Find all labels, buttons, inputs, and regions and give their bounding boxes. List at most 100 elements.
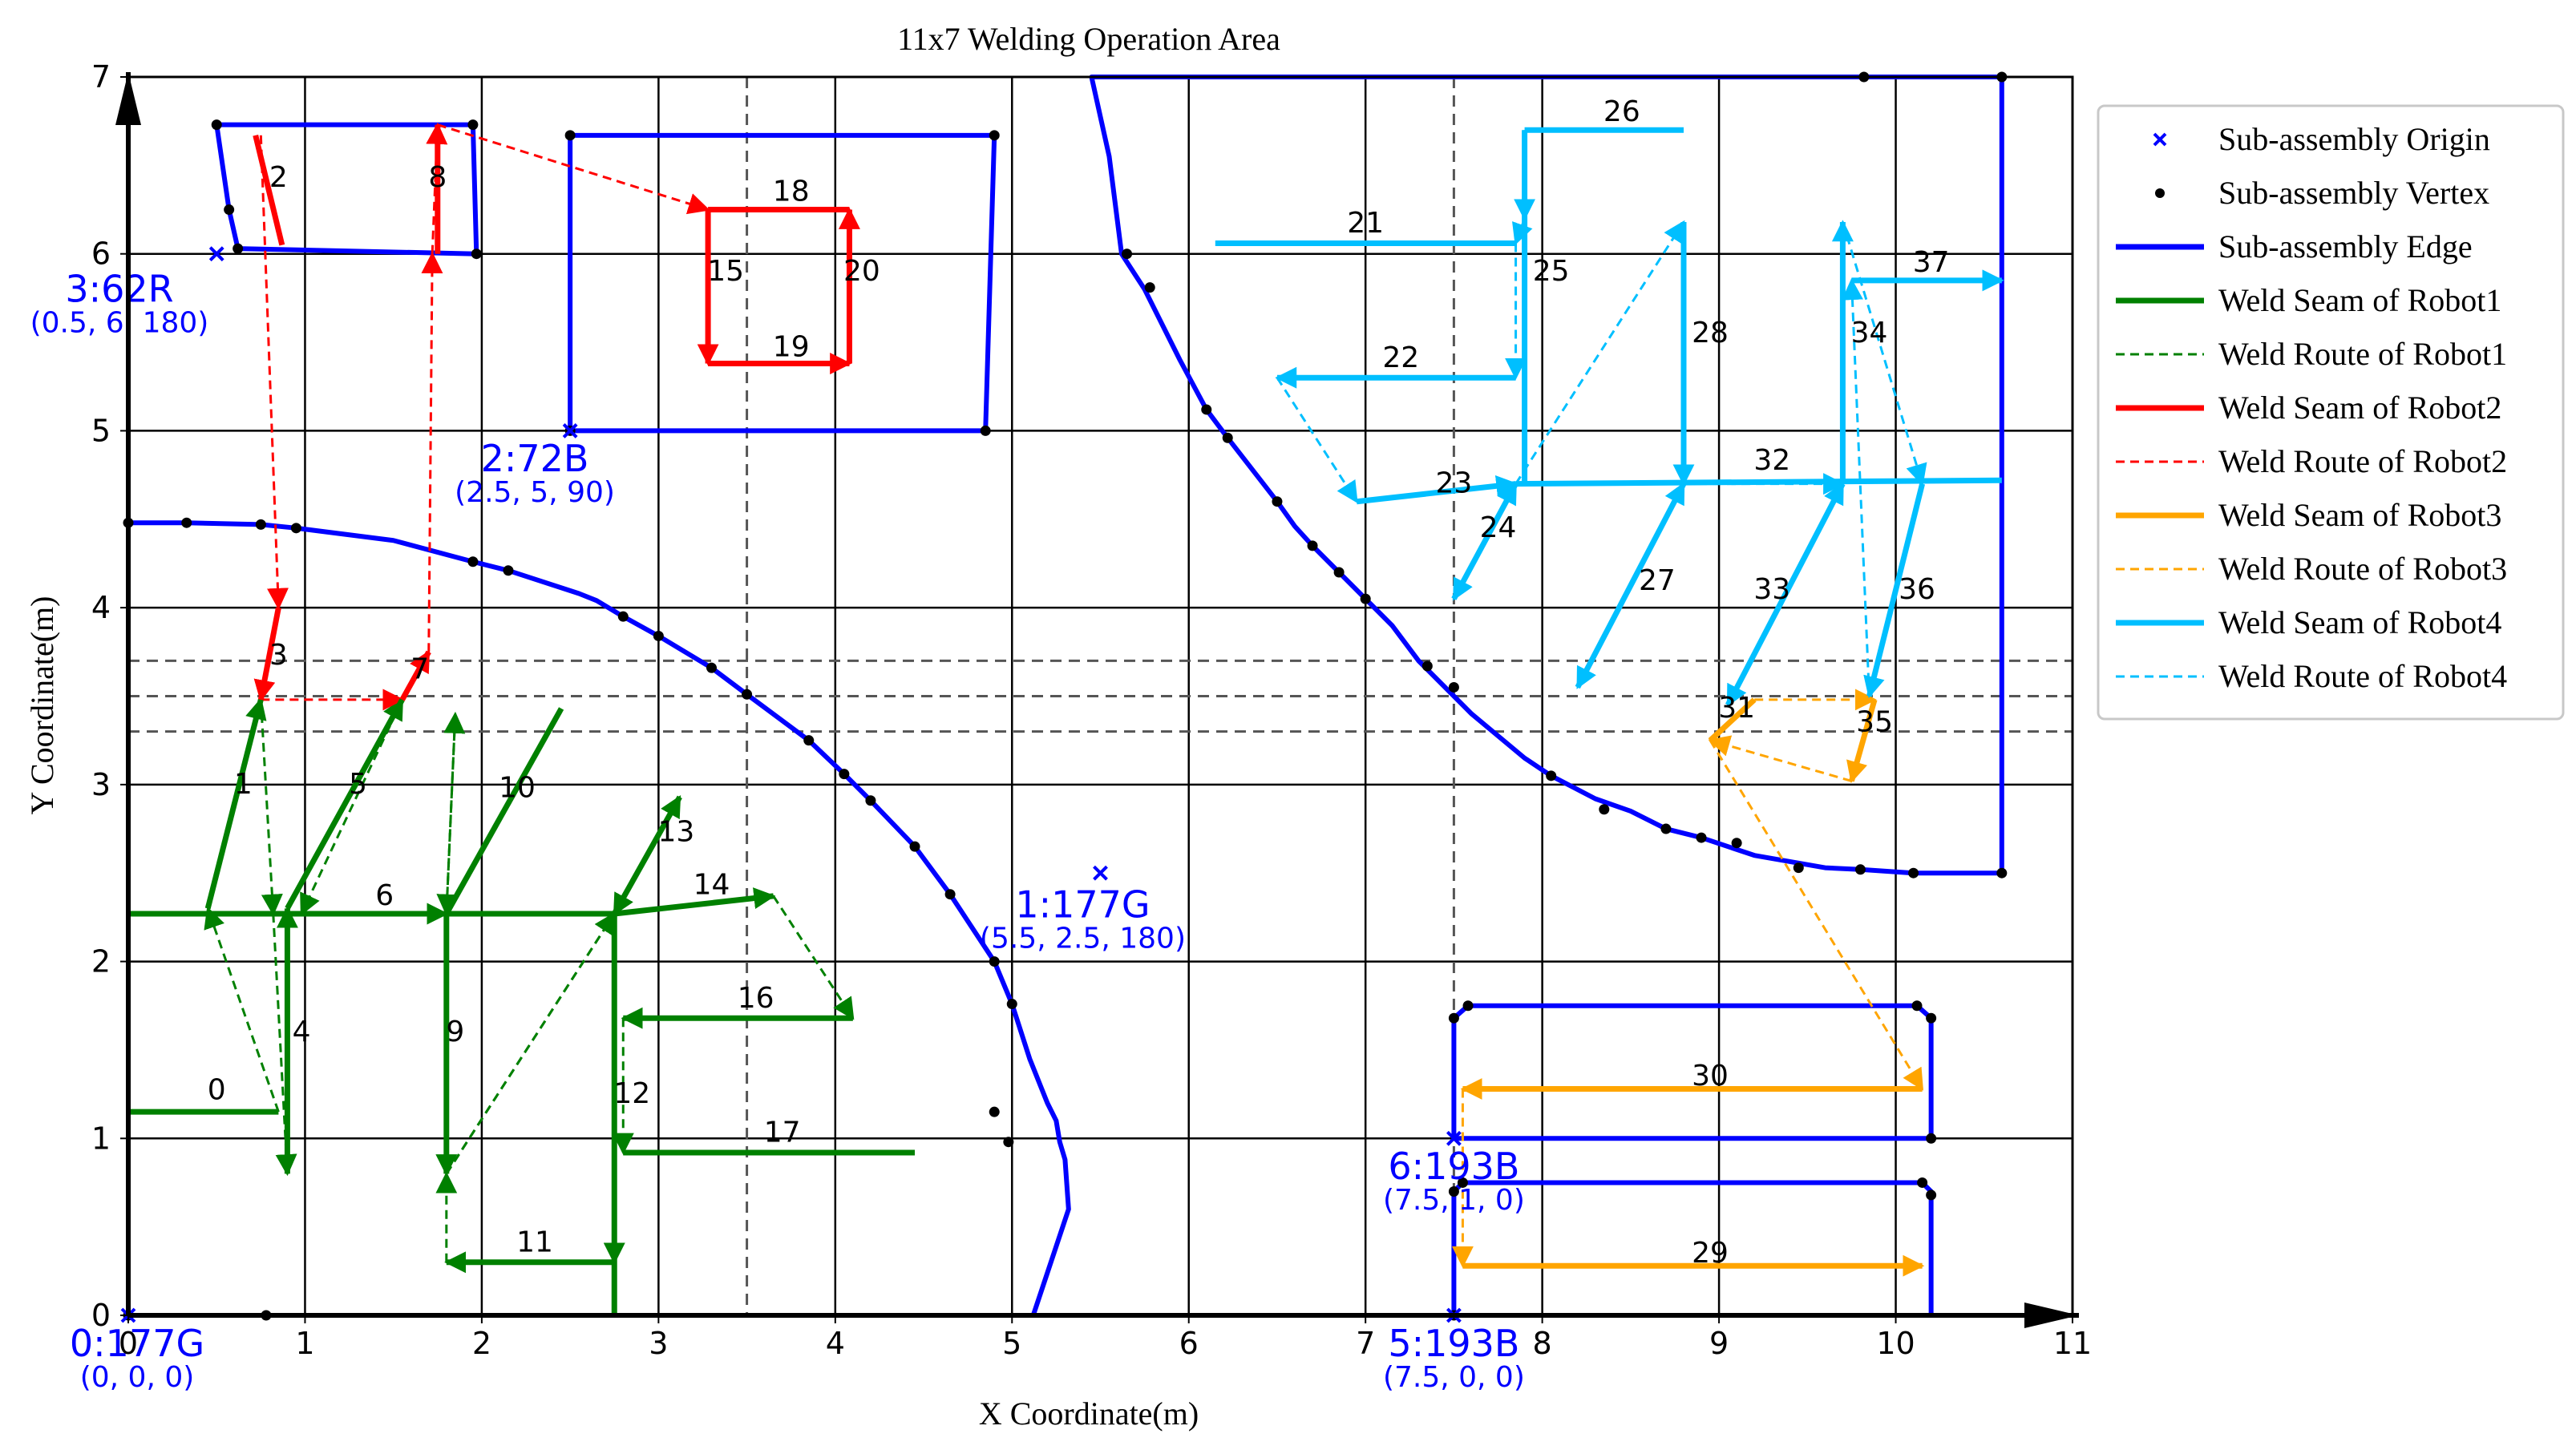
weld-seam-14 (613, 893, 774, 917)
sub-assembly-vertex (1793, 862, 1804, 874)
sub-assembly-vertex (1421, 660, 1433, 672)
sub-assembly-vertex (1360, 593, 1371, 604)
weld-seam-32 (1515, 477, 2002, 487)
sub-assembly-vertex (839, 769, 850, 780)
y-tick-label-5: 5 (91, 413, 111, 448)
legend-item: Weld Seam of Robot4 (2116, 604, 2501, 640)
x-tick-label-5: 5 (1002, 1326, 1021, 1361)
sub-assembly-vertex (653, 630, 664, 641)
weld-seam-label-10: 10 (499, 771, 536, 804)
sub-assembly-vertex (564, 130, 576, 141)
weld-route-robot3-segment (1708, 735, 1852, 782)
y-axis-arrow (115, 72, 141, 125)
weld-seam-label-29: 29 (1692, 1237, 1729, 1270)
weld-route-robot1-segment (204, 906, 280, 1113)
legend-origin-icon (2153, 132, 2167, 147)
sub-assembly-vertex (1917, 1177, 1928, 1188)
legend-item: Weld Seam of Robot1 (2116, 282, 2501, 318)
weld-seam-label-24: 24 (1480, 511, 1517, 544)
sub-assembly-vertex (989, 1106, 1000, 1117)
sub-assembly-vertex (1272, 496, 1283, 507)
sub-assembly-vertex (1006, 999, 1017, 1010)
weld-seam-7 (399, 650, 431, 701)
annotation-labels: 0:177G(0, 0, 0) 1:177G(5.5, 2.5, 180) 2:72… (30, 95, 1950, 1394)
legend-label: Weld Route of Robot4 (2218, 658, 2507, 694)
sub-assembly-vertex (803, 735, 815, 746)
weld-seam-13 (612, 795, 682, 915)
weld-seam-10 (443, 707, 564, 915)
weld-seam-31 (1708, 697, 1757, 743)
x-axis-arrow (2024, 1303, 2079, 1328)
sub-assembly-vertex (1307, 540, 1318, 551)
weld-seam-36 (1866, 483, 1926, 697)
x-tick-label-4: 4 (826, 1326, 845, 1361)
x-tick-label-2: 2 (472, 1326, 491, 1361)
sub-assembly-origin-marker (1093, 865, 1108, 881)
weld-seam-23 (1356, 481, 1516, 505)
weld-seam-label-2: 2 (269, 161, 288, 194)
legend-label: Sub-assembly Origin (2218, 121, 2490, 157)
weld-seam-2 (253, 135, 285, 246)
weld-seam-label-14: 14 (694, 869, 730, 902)
weld-seam-label-15: 15 (707, 255, 744, 288)
origin-cross-stroke (1446, 1130, 1462, 1146)
sub-assembly-vertex (1201, 404, 1212, 415)
y-tick-label-3: 3 (91, 767, 111, 802)
weld-seam-label-34: 34 (1851, 317, 1888, 349)
sub-assembly-vertex (181, 517, 192, 528)
legend-item: Weld Route of Robot4 (2116, 658, 2507, 694)
y-axis-label: Y Coordinate(m) (24, 596, 60, 815)
sub-assembly-coords: (0.5, 6, 180) (30, 306, 209, 339)
y-tick-label-4: 4 (91, 590, 111, 625)
weld-seam-35 (1849, 698, 1878, 782)
y-tick-label-0: 0 (91, 1298, 111, 1333)
x-tick-label-11: 11 (2053, 1326, 2092, 1361)
sub-assembly-vertex (224, 204, 235, 216)
weld-seam-33 (1725, 483, 1846, 707)
x-tick-label-8: 8 (1533, 1326, 1552, 1361)
weld-seam-label-36: 36 (1899, 573, 1935, 606)
weld-seam-label-33: 33 (1753, 573, 1790, 606)
sub-assembly-coords: (5.5, 2.5, 180) (980, 922, 1186, 955)
plot-frame (127, 75, 2074, 1317)
legend-label: Weld Route of Robot2 (2218, 443, 2507, 479)
weld-seam-24 (1451, 482, 1519, 600)
sub-assembly-vertex (742, 689, 753, 700)
sub-assembly-vertex (1333, 567, 1345, 578)
legend-item: Weld Route of Robot1 (2116, 336, 2507, 372)
weld-seam-1 (204, 699, 264, 910)
weld-route-robot4-segment (1841, 278, 1870, 697)
x-tick-label-6: 6 (1179, 1326, 1199, 1361)
weld-seam-label-25: 25 (1533, 255, 1570, 288)
sub-assembly-edge (214, 122, 232, 212)
weld-seam-label-30: 30 (1692, 1060, 1729, 1093)
weld-seam-label-37: 37 (1913, 246, 1950, 279)
origin-cross-stroke (208, 246, 224, 262)
weld-seam-label-18: 18 (773, 176, 810, 208)
weld-seam-label-1: 1 (234, 768, 253, 801)
sub-assembly-vertex (503, 565, 514, 576)
weld-seams (128, 124, 2002, 1315)
legend-item: Weld Seam of Robot2 (2116, 390, 2501, 426)
weld-route-robot3-segment (1709, 739, 1924, 1091)
sub-assembly-vertex (989, 130, 1000, 141)
weld-route-robot2-segment (437, 123, 710, 215)
legend-item: Weld Route of Robot3 (2116, 551, 2507, 587)
sub-assembly-vertex (1996, 867, 2008, 878)
legend-label: Weld Seam of Robot3 (2218, 497, 2501, 533)
legend-label: Weld Seam of Robot4 (2218, 604, 2501, 640)
sub-assembly-vertex (944, 889, 956, 900)
sub-assembly-edge (983, 132, 997, 434)
legend-item: Sub-assembly Vertex (2155, 175, 2489, 211)
sub-assembly-vertex (290, 523, 301, 534)
weld-seam-label-5: 5 (349, 768, 367, 801)
weld-seam-label-19: 19 (773, 331, 810, 364)
x-tick-label-7: 7 (1356, 1326, 1375, 1361)
sub-assembly-vertex (1854, 864, 1866, 875)
y-tick-label-7: 7 (91, 59, 111, 95)
sub-assembly-vertex (1660, 823, 1672, 834)
sub-assembly-coords: (7.5, 0, 0) (1383, 1361, 1525, 1394)
auxiliary-dashed-lines (128, 77, 2073, 1315)
legend-item: Sub-assembly Edge (2116, 228, 2473, 265)
